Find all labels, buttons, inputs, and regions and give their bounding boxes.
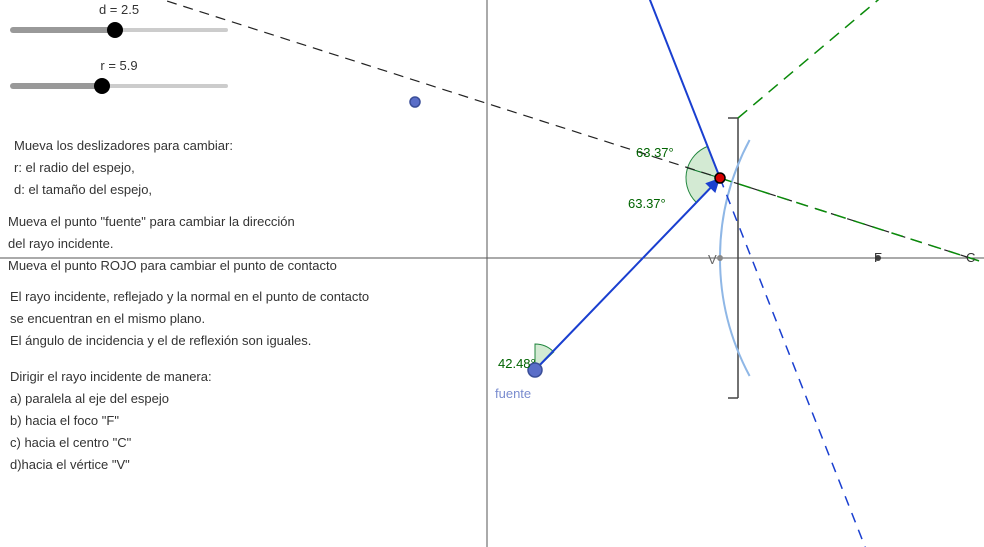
slider-r-thumb[interactable] (94, 78, 110, 94)
label-fuente: fuente (495, 386, 531, 401)
slider-d-track[interactable] (10, 21, 228, 39)
slider-d[interactable]: d = 2.5 (10, 2, 228, 39)
angle-incidence-label: 63.37° (636, 145, 674, 160)
slider-r[interactable]: r = 5.9 (10, 58, 228, 95)
instructions-sliders: Mueva los deslizadores para cambiar:r: e… (14, 135, 233, 201)
slider-r-label: r = 5.9 (10, 58, 228, 73)
label-C: C (966, 250, 975, 265)
slider-d-label: d = 2.5 (10, 2, 228, 17)
slider-r-track[interactable] (10, 77, 228, 95)
angle-reflection-label: 63.37° (628, 196, 666, 211)
law-of-reflection-text: El rayo incidente, reflejado y la normal… (10, 286, 369, 352)
slider-d-thumb[interactable] (107, 22, 123, 38)
label-F: F (874, 250, 882, 265)
instructions-points: Mueva el punto "fuente" para cambiar la … (8, 211, 337, 277)
direction-options: Dirigir el rayo incidente de manera:a) p… (10, 366, 212, 476)
point-V (717, 255, 723, 261)
angle-source-label: 42.48° (498, 356, 536, 371)
label-V: V (708, 252, 717, 267)
point-on-normal (410, 97, 420, 107)
point-contact[interactable] (715, 173, 725, 183)
